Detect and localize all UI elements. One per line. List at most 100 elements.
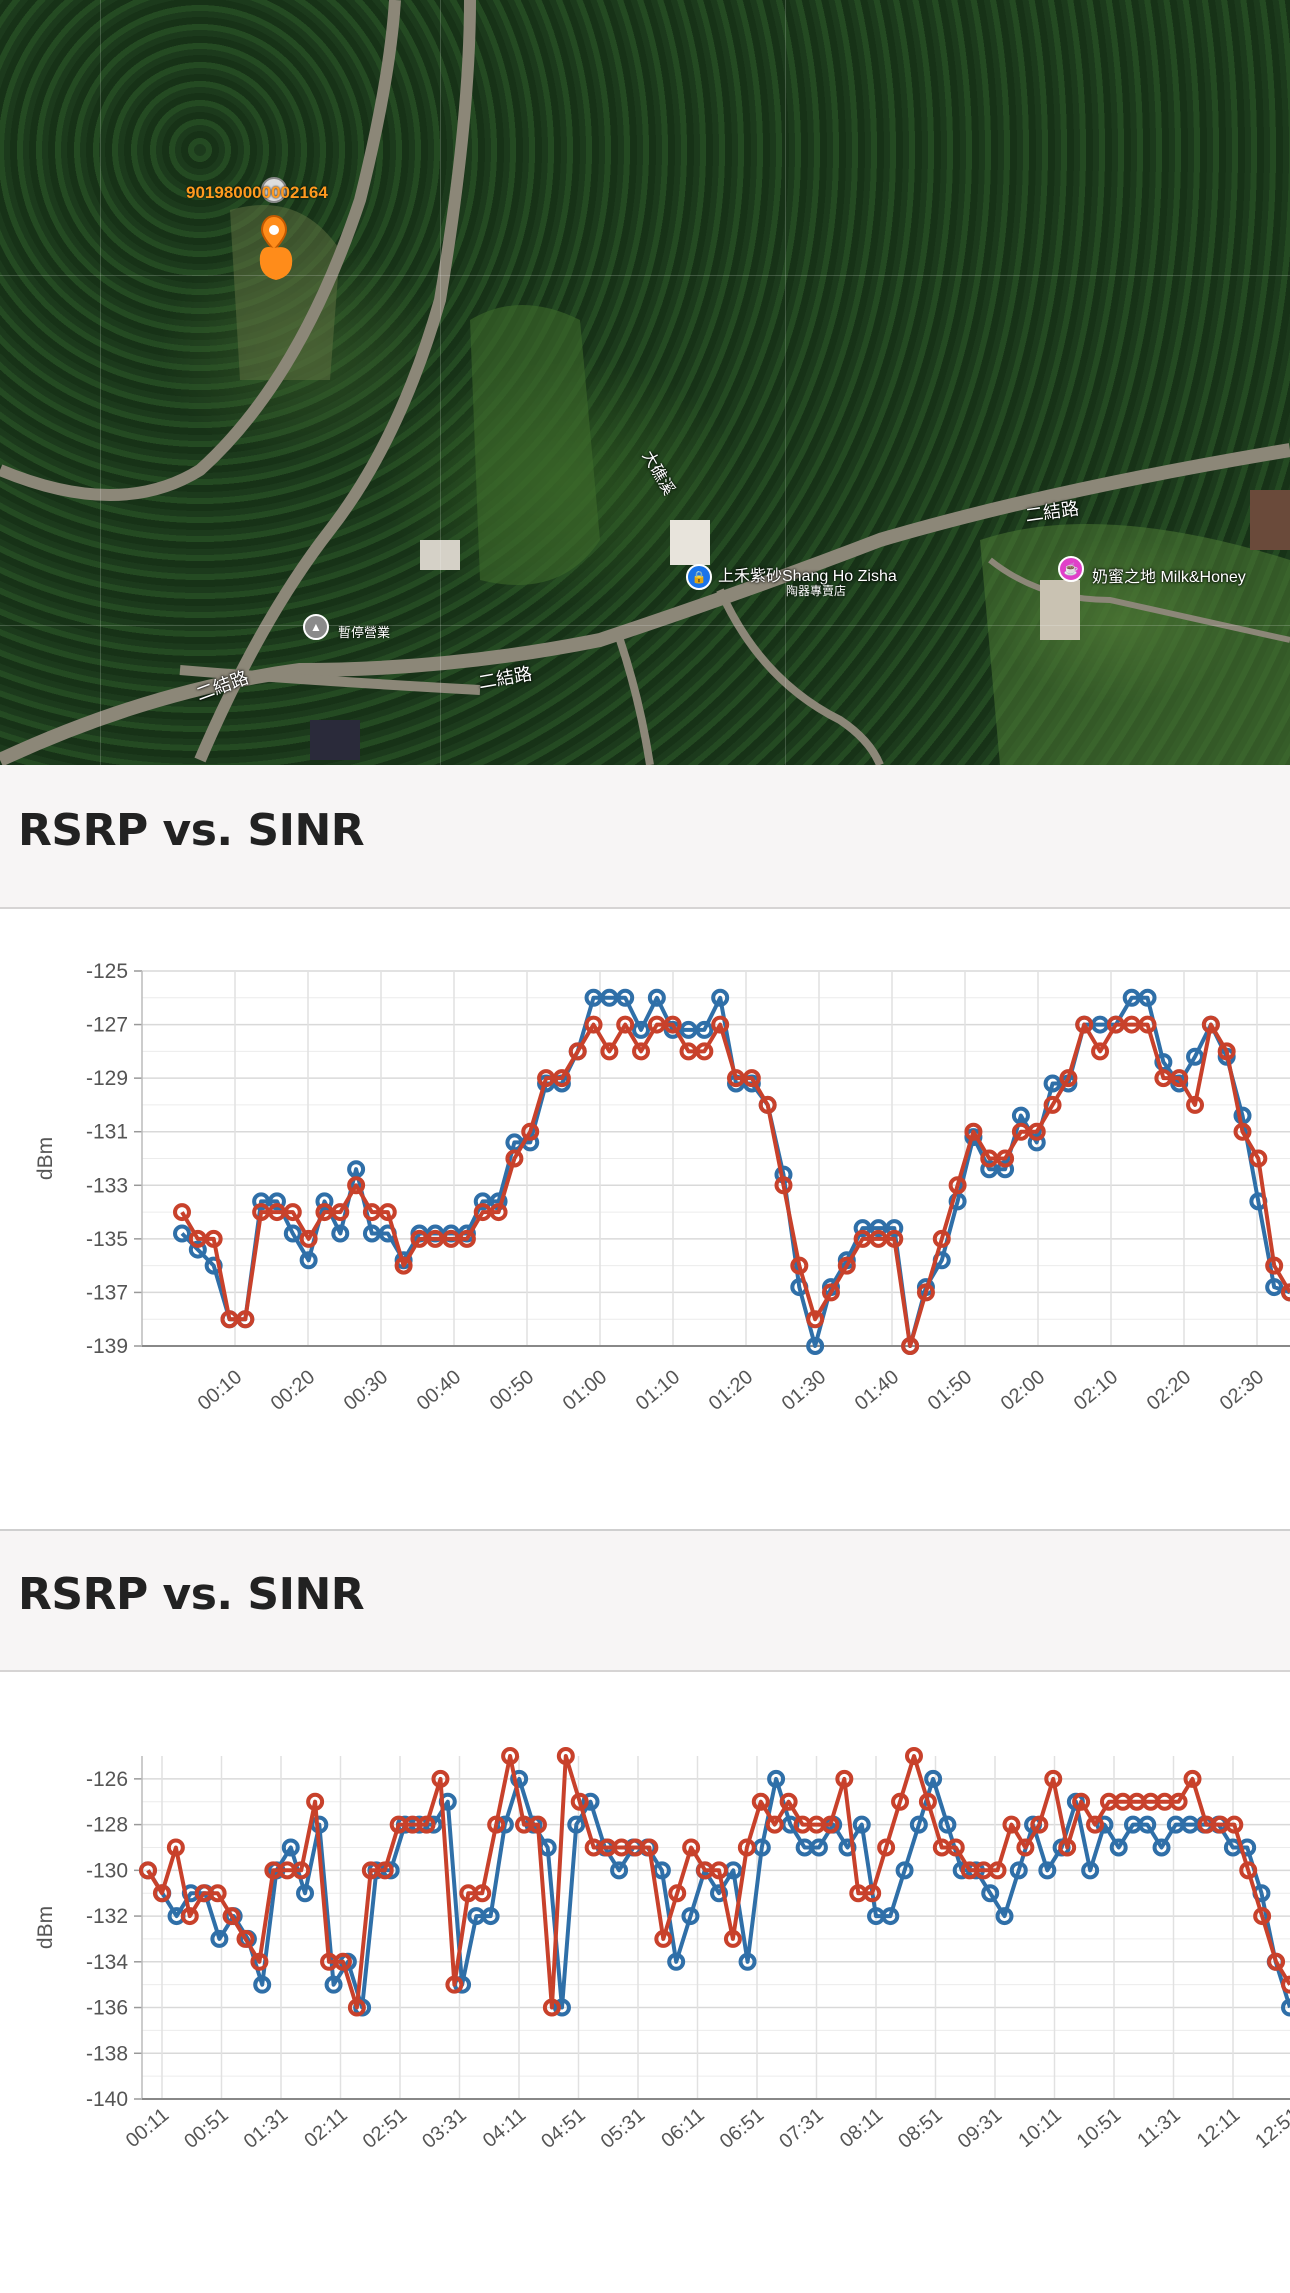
- data-point: [695, 1020, 714, 1039]
- place-name[interactable]: 奶蜜之地 Milk&Honey: [1092, 569, 1246, 586]
- x-tick-label: 06:51: [716, 2104, 768, 2153]
- place-name[interactable]: 暫停營業: [338, 625, 391, 640]
- data-point: [1030, 1815, 1049, 1834]
- x-tick-label: 08:51: [894, 2104, 946, 2153]
- location-pin-icon[interactable]: ▲: [303, 614, 329, 640]
- data-point: [570, 1792, 589, 1811]
- data-point: [1183, 1769, 1202, 1788]
- data-point: [299, 1251, 318, 1270]
- data-point: [473, 1884, 492, 1903]
- data-point: [881, 1907, 900, 1926]
- data-point: [1109, 1838, 1128, 1857]
- data-point: [1138, 1815, 1157, 1834]
- chart-2-panel: -126 -128 -130 -132 -134 -136 -138 -140 00:11 00:…: [0, 1672, 1290, 2293]
- x-tick-label: 11:31: [1133, 2104, 1184, 2152]
- y-tick-label: -133: [86, 1174, 128, 1197]
- data-point: [948, 1192, 967, 1211]
- section-divider: [0, 1529, 1290, 1531]
- data-point: [1072, 1792, 1091, 1811]
- x-tick-label: 12:11: [1193, 2104, 1244, 2152]
- data-point: [283, 1203, 302, 1222]
- x-tick-label: 09:31: [954, 2104, 1006, 2153]
- data-point: [1027, 1122, 1046, 1141]
- map-grid-line: [785, 0, 786, 765]
- data-point: [932, 1229, 951, 1248]
- data-point: [267, 1192, 286, 1211]
- data-point: [695, 1042, 714, 1061]
- map-grid-line: [440, 0, 441, 765]
- x-tick-label: 01:31: [240, 2104, 292, 2153]
- lodging-icon[interactable]: ☕: [1058, 556, 1084, 582]
- data-point: [528, 1815, 547, 1834]
- data-point: [948, 1176, 967, 1195]
- chart-1-plot[interactable]: -125 -127 -129 -131 -133 -135 -137 -139 00:10 00:…: [0, 909, 1290, 1529]
- data-point: [909, 1815, 928, 1834]
- data-point: [236, 1929, 255, 1948]
- data-point: [489, 1203, 508, 1222]
- data-point: [610, 1861, 629, 1880]
- data-point: [667, 1952, 686, 1971]
- x-tick-label: 02:30: [1216, 1366, 1268, 1415]
- data-point: [1201, 1015, 1220, 1034]
- data-point: [1217, 1042, 1236, 1061]
- x-tick-label: 02:11: [300, 2104, 351, 2152]
- x-tick-label: 12:51: [1251, 2104, 1290, 2153]
- data-point: [347, 1176, 366, 1195]
- data-point: [139, 1861, 157, 1880]
- data-point: [375, 1861, 394, 1880]
- x-tick-label: 01:30: [778, 1366, 830, 1415]
- shopping-bag-icon[interactable]: 🔒: [686, 564, 712, 590]
- data-point: [445, 1975, 464, 1994]
- data-point: [852, 1815, 871, 1834]
- data-point: [1138, 1015, 1157, 1034]
- data-point: [924, 1769, 943, 1788]
- x-tick-label: 07:31: [775, 2104, 827, 2153]
- data-point: [988, 1861, 1007, 1880]
- map-grid-line: [100, 0, 101, 765]
- data-point: [173, 1224, 191, 1243]
- y-tick-label: -126: [86, 1768, 128, 1791]
- data-point: [901, 1337, 920, 1355]
- data-point: [821, 1815, 840, 1834]
- x-tick-label: 08:11: [836, 2104, 887, 2152]
- x-tick-label: 04:51: [537, 2104, 589, 2153]
- place-name[interactable]: 上禾紫砂Shang Ho Zisha: [718, 568, 897, 585]
- data-point: [779, 1792, 798, 1811]
- y-tick-label: -139: [86, 1335, 128, 1358]
- data-point: [347, 1998, 366, 2017]
- data-point: [1233, 1122, 1252, 1141]
- data-point: [306, 1792, 325, 1811]
- data-point: [568, 1042, 587, 1061]
- data-point: [758, 1095, 777, 1114]
- data-point: [1152, 1838, 1171, 1857]
- x-tick-label: 00:11: [122, 2104, 173, 2152]
- data-point: [946, 1838, 965, 1857]
- data-point: [501, 1747, 520, 1765]
- x-tick-label: 01:50: [924, 1366, 976, 1415]
- y-tick-label: -125: [86, 960, 128, 983]
- site-marker-icon[interactable]: [252, 176, 312, 286]
- satellite-map[interactable]: 901980000002164 🔒 上禾紫砂Shang Ho Zisha 陶器專…: [0, 0, 1290, 765]
- data-point: [640, 1838, 659, 1857]
- data-point: [738, 1952, 757, 1971]
- data-point: [1138, 988, 1157, 1007]
- data-point: [877, 1838, 896, 1857]
- x-tick-label: 00:10: [194, 1366, 246, 1415]
- data-point: [723, 1929, 742, 1948]
- data-point: [711, 1015, 730, 1034]
- x-tick-label: 10:51: [1073, 2104, 1125, 2153]
- data-point: [1081, 1861, 1100, 1880]
- data-point: [1249, 1149, 1268, 1168]
- data-point: [996, 1160, 1015, 1179]
- data-point: [152, 1884, 171, 1903]
- data-point: [616, 1015, 635, 1034]
- series-line: [180, 1022, 1290, 1348]
- data-point: [292, 1861, 311, 1880]
- data-point: [765, 1815, 784, 1834]
- x-tick-label: 00:50: [486, 1366, 538, 1415]
- data-point: [885, 1229, 904, 1248]
- data-point: [996, 1149, 1015, 1168]
- data-point: [1239, 1861, 1258, 1880]
- data-point: [647, 988, 666, 1007]
